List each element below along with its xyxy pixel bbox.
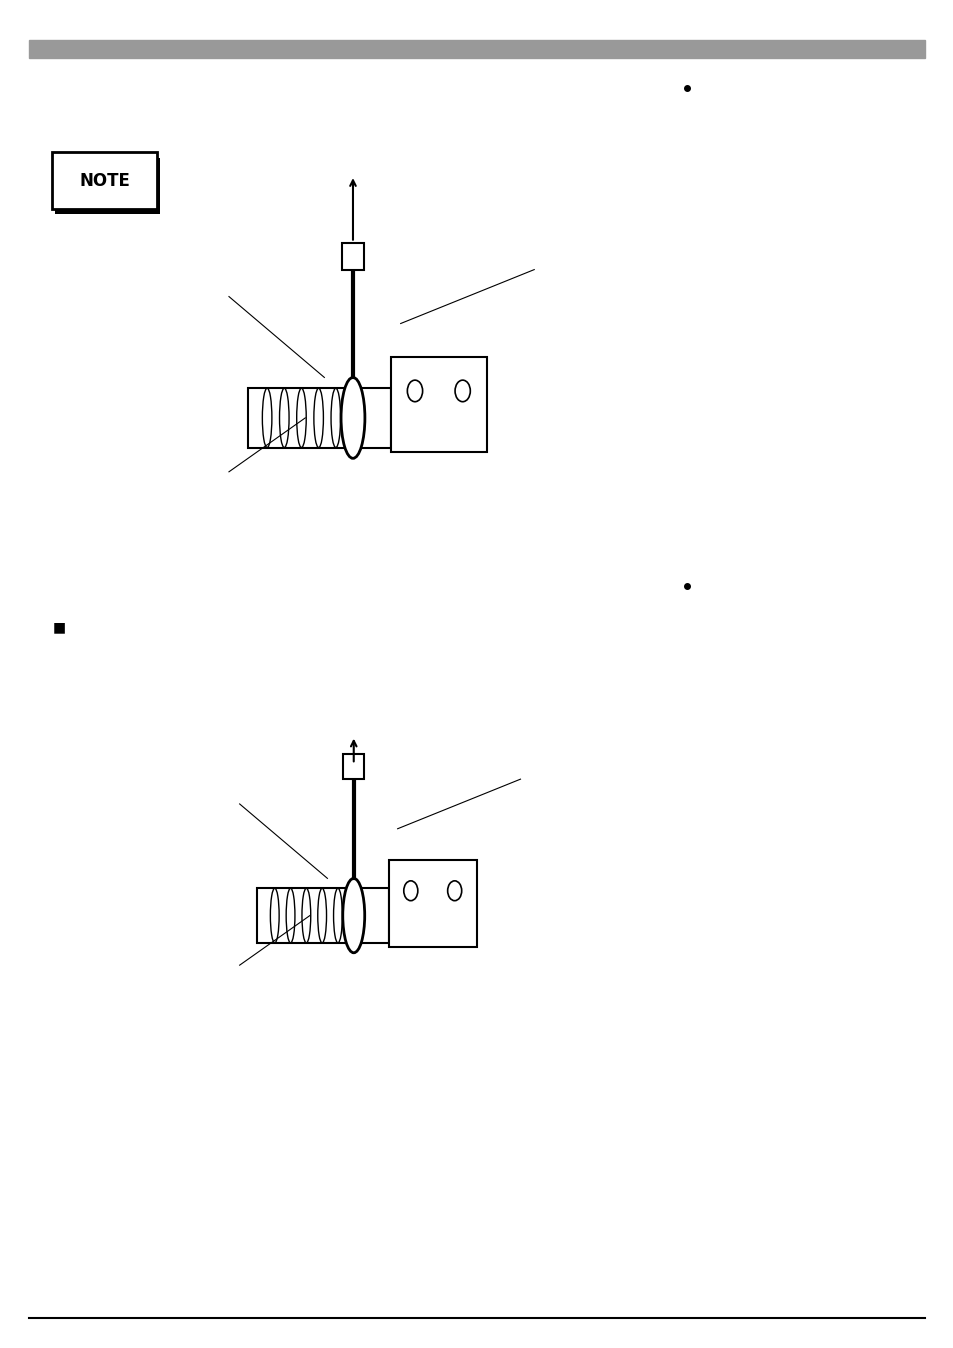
Bar [389, 860, 476, 946]
FancyBboxPatch shape [52, 152, 157, 209]
Ellipse shape [296, 388, 306, 448]
Ellipse shape [317, 888, 326, 942]
Text: NOTE: NOTE [79, 171, 131, 190]
Ellipse shape [286, 888, 294, 942]
Ellipse shape [331, 388, 340, 448]
Ellipse shape [341, 377, 364, 458]
Ellipse shape [342, 879, 364, 953]
Ellipse shape [270, 888, 279, 942]
Bar [341, 243, 364, 270]
Bar [257, 888, 389, 942]
Bar [391, 357, 486, 452]
Ellipse shape [334, 888, 342, 942]
Circle shape [403, 880, 417, 900]
Circle shape [455, 380, 470, 402]
Bar [248, 388, 391, 448]
Ellipse shape [314, 388, 323, 448]
Circle shape [407, 380, 422, 402]
Bar [343, 755, 364, 779]
Ellipse shape [279, 388, 289, 448]
Bar [29, 40, 924, 58]
Circle shape [447, 880, 461, 900]
FancyBboxPatch shape [55, 158, 160, 214]
Ellipse shape [262, 388, 272, 448]
Text: ■: ■ [52, 620, 66, 634]
Ellipse shape [302, 888, 311, 942]
